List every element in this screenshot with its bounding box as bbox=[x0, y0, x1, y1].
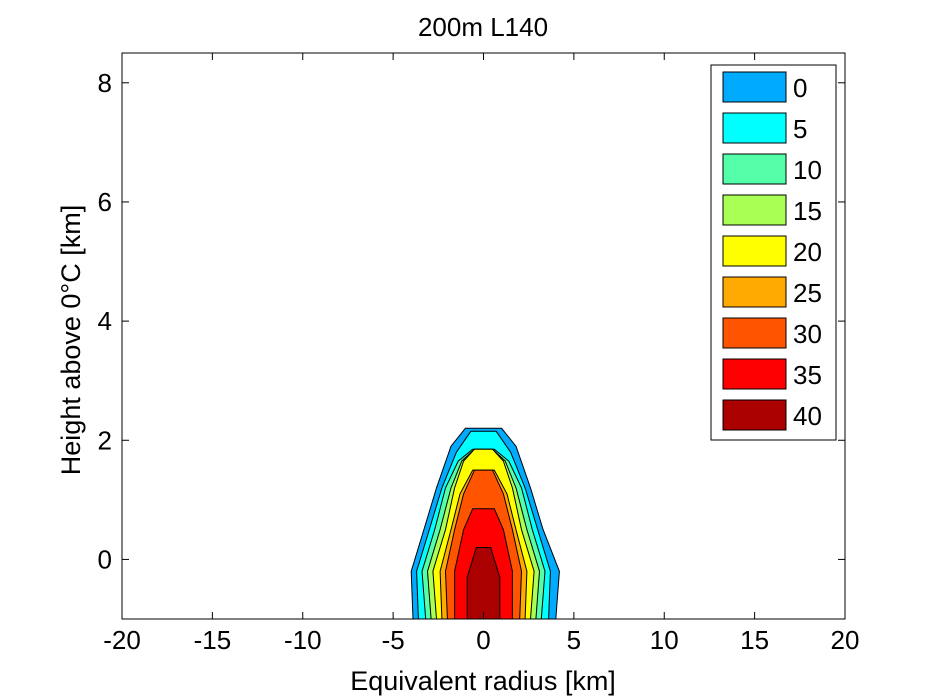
x-tick-label: -5 bbox=[382, 625, 405, 655]
legend-label-15: 15 bbox=[793, 196, 822, 226]
legend-label-5: 5 bbox=[793, 114, 807, 144]
contour-fills bbox=[410, 427, 560, 620]
legend-label-0: 0 bbox=[793, 73, 807, 103]
legend-label-40: 40 bbox=[793, 401, 822, 431]
legend-swatch-20 bbox=[722, 235, 787, 267]
y-tick-label: 2 bbox=[98, 425, 112, 455]
y-tick-label: 6 bbox=[98, 187, 112, 217]
x-tick-label: -20 bbox=[103, 625, 141, 655]
legend-swatch-30 bbox=[722, 317, 787, 349]
y-tick-label: 8 bbox=[98, 68, 112, 98]
chart-title: 200m L140 bbox=[418, 12, 548, 42]
legend-swatch-0 bbox=[722, 71, 787, 103]
x-tick-label: 20 bbox=[831, 625, 860, 655]
legend: 0 5 10 15 20 25 30 35 40 bbox=[710, 64, 837, 441]
x-tick-label: 15 bbox=[740, 625, 769, 655]
legend-swatch-15 bbox=[722, 194, 787, 226]
x-tick-label: 10 bbox=[650, 625, 679, 655]
legend-label-20: 20 bbox=[793, 237, 822, 267]
legend-swatch-5 bbox=[722, 112, 787, 144]
x-tick-label: -10 bbox=[284, 625, 322, 655]
legend-swatch-10 bbox=[722, 153, 787, 185]
legend-swatch-25 bbox=[722, 276, 787, 308]
x-tick-label: -15 bbox=[194, 625, 232, 655]
y-tick-label: 0 bbox=[98, 544, 112, 574]
y-axis-ticks: 0 2 4 6 8 bbox=[98, 68, 845, 574]
y-tick-label: 4 bbox=[98, 306, 112, 336]
legend-label-25: 25 bbox=[793, 278, 822, 308]
x-tick-label: 0 bbox=[476, 625, 490, 655]
legend-swatch-40 bbox=[722, 399, 787, 431]
legend-swatch-35 bbox=[722, 358, 787, 390]
x-axis-label: Equivalent radius [km] bbox=[350, 666, 616, 696]
y-axis-label: Height above 0°C [km] bbox=[56, 205, 86, 475]
legend-label-10: 10 bbox=[793, 155, 822, 185]
legend-label-35: 35 bbox=[793, 360, 822, 390]
legend-items: 0 5 10 15 20 25 30 35 40 bbox=[722, 71, 822, 431]
x-tick-label: 5 bbox=[567, 625, 581, 655]
x-axis-ticks: -20 -15 -10 -5 0 5 10 15 20 bbox=[103, 53, 859, 655]
legend-label-30: 30 bbox=[793, 319, 822, 349]
